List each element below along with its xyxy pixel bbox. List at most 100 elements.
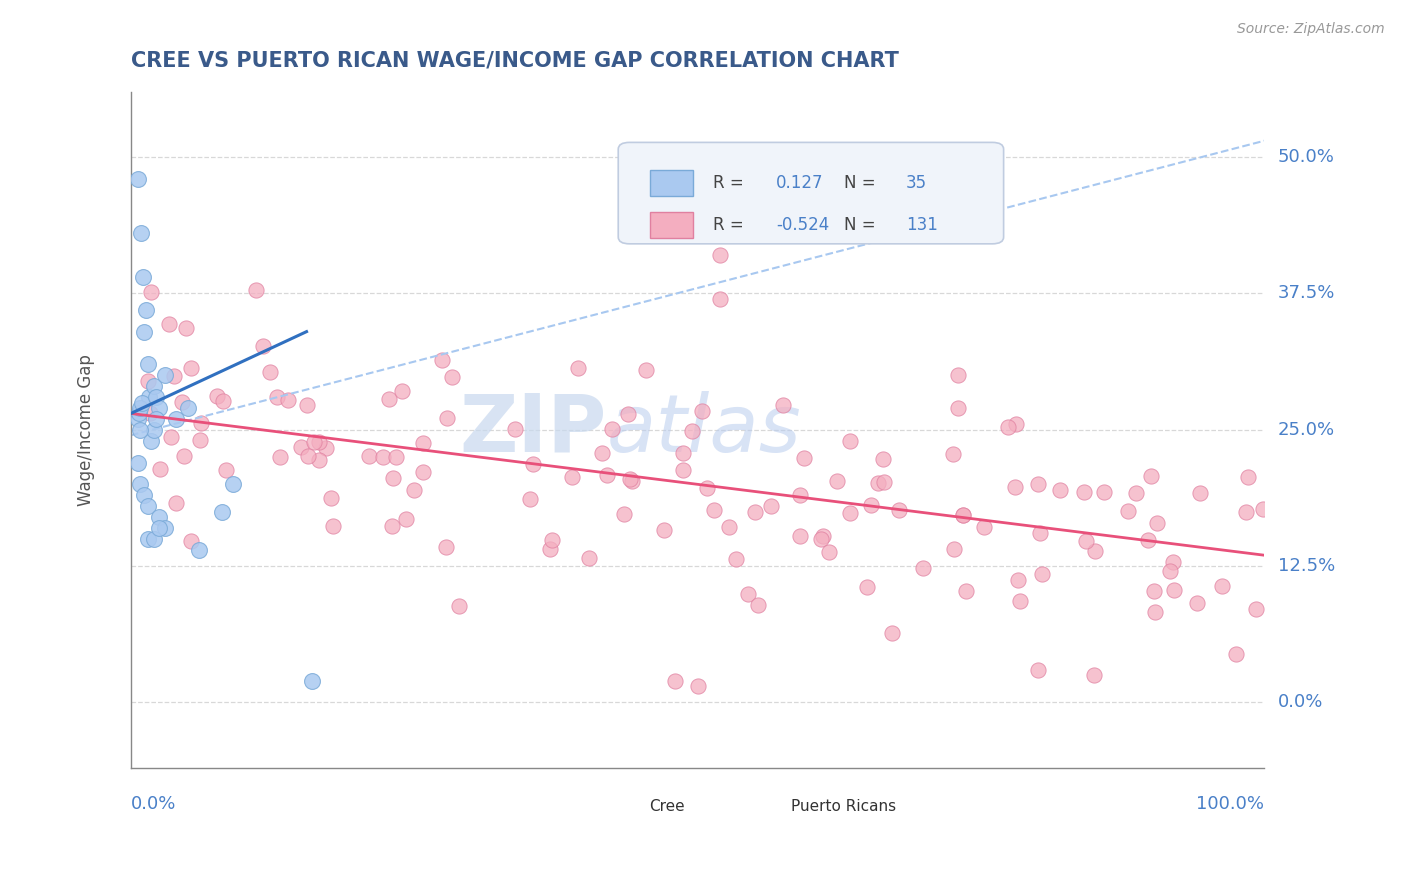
Point [211, 505, 233, 519]
Point [373, 450, 395, 464]
Point [1116, 504, 1139, 518]
Text: 0.127: 0.127 [776, 174, 824, 192]
Point [1163, 582, 1185, 597]
Point [942, 447, 965, 461]
Point [724, 552, 747, 566]
Point [136, 532, 159, 546]
Point [301, 673, 323, 688]
Point [159, 429, 181, 443]
Point [1004, 480, 1026, 494]
Point [948, 368, 970, 383]
Point [1007, 573, 1029, 587]
Point [141, 434, 163, 448]
Point [789, 529, 811, 543]
Point [395, 512, 418, 526]
Text: 131: 131 [905, 216, 938, 234]
Point [190, 416, 212, 430]
Point [1236, 469, 1258, 483]
Point [860, 499, 883, 513]
FancyBboxPatch shape [650, 212, 693, 238]
Point [179, 533, 201, 548]
Point [1251, 501, 1274, 516]
Point [163, 369, 186, 384]
Point [135, 302, 157, 317]
Text: N =: N = [844, 216, 880, 234]
Point [134, 488, 156, 502]
Point [838, 506, 860, 520]
Point [187, 542, 209, 557]
Point [153, 368, 176, 383]
Point [709, 248, 731, 262]
Point [737, 587, 759, 601]
Point [127, 456, 149, 470]
Text: 0.0%: 0.0% [1278, 693, 1323, 712]
Point [578, 551, 600, 566]
Point [215, 463, 238, 477]
Point [131, 395, 153, 409]
Point [596, 467, 619, 482]
Point [942, 542, 965, 557]
Point [128, 406, 150, 420]
Point [948, 401, 970, 415]
Point [412, 436, 434, 450]
Point [1144, 605, 1167, 619]
Text: Cree: Cree [648, 799, 685, 814]
Point [269, 450, 291, 464]
Point [818, 545, 841, 559]
Point [1031, 567, 1053, 582]
Point [404, 483, 426, 497]
Point [412, 465, 434, 479]
Point [1029, 526, 1052, 541]
Point [391, 384, 413, 399]
Point [952, 508, 974, 523]
Point [1026, 477, 1049, 491]
Point [129, 227, 152, 241]
Point [277, 392, 299, 407]
Point [447, 599, 470, 614]
Point [600, 422, 623, 436]
Point [709, 292, 731, 306]
FancyBboxPatch shape [650, 170, 693, 196]
Point [142, 379, 165, 393]
Point [308, 453, 330, 467]
Point [430, 353, 453, 368]
Point [1049, 483, 1071, 497]
Point [1185, 596, 1208, 610]
Point [634, 362, 657, 376]
Point [1005, 417, 1028, 431]
Text: 0.0%: 0.0% [131, 795, 176, 814]
Text: Puerto Ricans: Puerto Ricans [790, 799, 896, 814]
Point [212, 393, 235, 408]
Point [136, 499, 159, 513]
Point [672, 462, 695, 476]
Point [747, 598, 769, 612]
Point [145, 412, 167, 426]
Point [793, 450, 815, 465]
Point [1026, 663, 1049, 677]
Point [682, 424, 704, 438]
Point [440, 369, 463, 384]
Point [838, 434, 860, 448]
Text: R =: R = [713, 216, 749, 234]
Point [138, 390, 160, 404]
Point [789, 488, 811, 502]
Point [503, 422, 526, 436]
Text: CREE VS PUERTO RICAN WAGE/INCOME GAP CORRELATION CHART: CREE VS PUERTO RICAN WAGE/INCOME GAP COR… [131, 51, 898, 70]
Point [1161, 555, 1184, 569]
Point [868, 475, 890, 490]
Point [153, 521, 176, 535]
Point [134, 325, 156, 339]
Point [672, 446, 695, 460]
Point [717, 520, 740, 534]
Point [180, 361, 202, 376]
Point [1159, 565, 1181, 579]
Point [266, 390, 288, 404]
Point [381, 519, 404, 533]
Point [1225, 647, 1247, 661]
Point [436, 410, 458, 425]
Text: 12.5%: 12.5% [1278, 558, 1336, 575]
Point [997, 420, 1019, 434]
Point [174, 321, 197, 335]
Point [170, 395, 193, 409]
Point [129, 423, 152, 437]
